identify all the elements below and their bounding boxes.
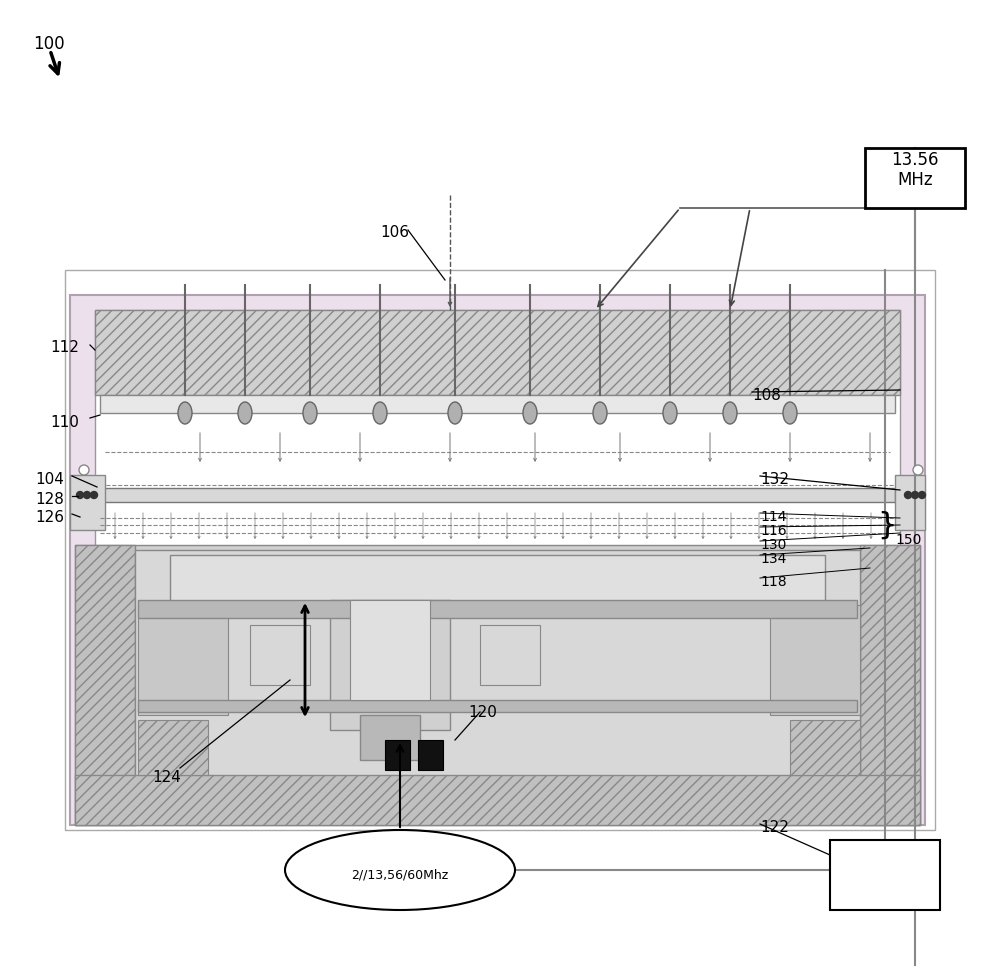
Text: 110: 110	[50, 415, 79, 430]
Circle shape	[84, 491, 90, 499]
Bar	[770, 605, 860, 715]
Bar	[170, 555, 825, 605]
Text: 108: 108	[752, 388, 781, 403]
Bar	[138, 600, 857, 618]
Text: 130: 130	[760, 538, 786, 552]
Bar	[865, 148, 965, 208]
Ellipse shape	[723, 402, 737, 424]
Circle shape	[912, 491, 918, 499]
Bar	[138, 700, 857, 712]
Text: 128: 128	[35, 492, 64, 507]
Ellipse shape	[523, 402, 537, 424]
Bar	[70, 295, 925, 825]
Bar	[95, 310, 900, 815]
Ellipse shape	[373, 402, 387, 424]
Bar	[75, 775, 920, 825]
Ellipse shape	[448, 402, 462, 424]
Bar	[830, 840, 940, 910]
Bar	[860, 545, 920, 825]
Circle shape	[76, 491, 84, 499]
Text: 120: 120	[468, 705, 497, 720]
Text: 100: 100	[33, 35, 65, 53]
Circle shape	[904, 491, 912, 499]
Circle shape	[913, 465, 923, 475]
Bar	[385, 740, 410, 770]
Text: 112: 112	[50, 340, 79, 355]
Text: 106: 106	[380, 225, 409, 240]
Bar	[70, 475, 105, 530]
Text: }: }	[877, 511, 896, 540]
Ellipse shape	[303, 402, 317, 424]
Bar	[895, 475, 925, 530]
Bar	[790, 720, 860, 775]
Bar	[330, 600, 450, 730]
Ellipse shape	[178, 402, 192, 424]
Text: 134: 134	[760, 552, 786, 566]
Bar	[138, 720, 208, 775]
Text: 124: 124	[152, 770, 181, 785]
Circle shape	[79, 465, 89, 475]
Bar	[480, 625, 540, 685]
Ellipse shape	[285, 830, 515, 910]
Bar	[95, 310, 900, 395]
Text: 114: 114	[760, 510, 786, 524]
Bar	[100, 488, 895, 502]
Text: 126: 126	[35, 510, 64, 525]
Text: 104: 104	[35, 472, 64, 487]
Bar	[250, 625, 310, 685]
Ellipse shape	[783, 402, 797, 424]
Text: 116: 116	[760, 524, 787, 538]
Ellipse shape	[663, 402, 677, 424]
Bar	[350, 600, 430, 700]
Bar	[138, 605, 228, 715]
Bar	[418, 740, 443, 770]
Circle shape	[90, 491, 98, 499]
Bar	[135, 550, 860, 790]
Text: 118: 118	[760, 575, 787, 589]
Bar	[360, 715, 420, 760]
Bar	[100, 395, 895, 413]
Ellipse shape	[238, 402, 252, 424]
Bar	[65, 270, 935, 830]
Text: 13.56
MHz: 13.56 MHz	[891, 151, 939, 190]
Text: 132: 132	[760, 472, 789, 487]
Text: 2//13,56/60Mhz: 2//13,56/60Mhz	[351, 868, 449, 882]
Bar	[75, 545, 920, 825]
Circle shape	[918, 491, 926, 499]
Bar	[75, 545, 135, 825]
Text: 122: 122	[760, 820, 789, 835]
Ellipse shape	[593, 402, 607, 424]
Text: 150: 150	[895, 533, 921, 547]
